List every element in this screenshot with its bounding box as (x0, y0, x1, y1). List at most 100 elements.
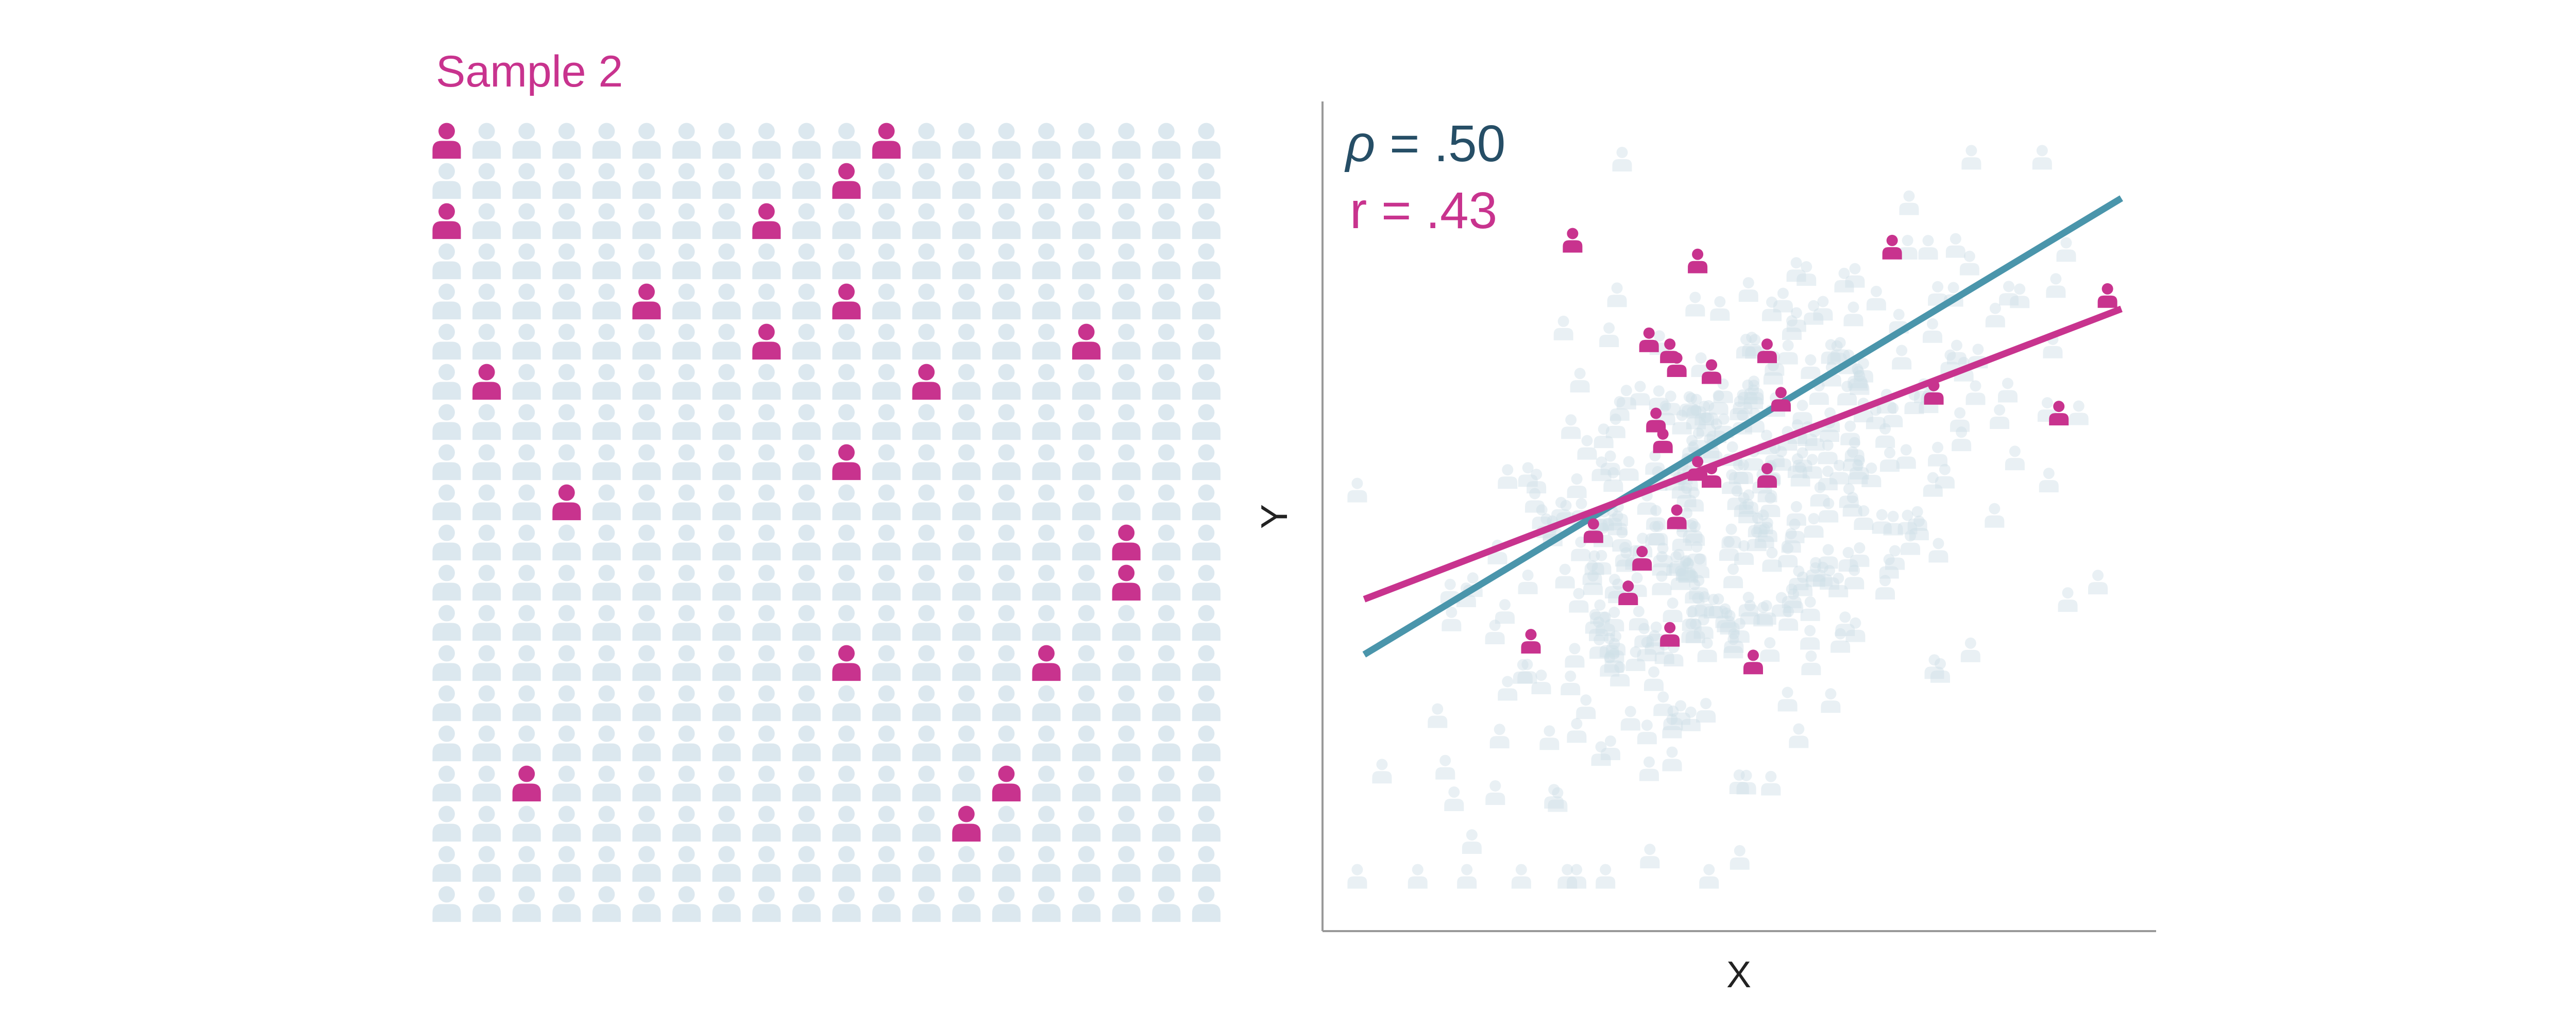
population-point-icon (1710, 296, 1730, 321)
population-person-icon (712, 404, 741, 440)
population-person-icon (592, 404, 621, 440)
population-person-icon (792, 323, 821, 360)
population-person-icon (632, 323, 661, 360)
population-person-icon (472, 484, 501, 521)
population-person-icon (992, 605, 1021, 641)
population-person-icon (752, 484, 781, 521)
population-person-icon (792, 886, 821, 922)
population-person-icon (792, 283, 821, 320)
population-person-icon (1192, 765, 1221, 802)
population-person-icon (1032, 725, 1061, 762)
population-person-icon (632, 444, 661, 480)
population-point-icon (1965, 380, 1986, 405)
population-person-icon (592, 123, 621, 159)
population-point-icon (1644, 666, 1664, 691)
population-person-icon (792, 404, 821, 440)
population-person-icon (592, 364, 621, 400)
population-point-icon (1498, 464, 1518, 489)
population-person-icon (1112, 404, 1141, 440)
population-person-icon (752, 564, 781, 601)
population-point-icon (1457, 864, 1477, 889)
population-person-icon (472, 283, 501, 320)
population-person-icon (1032, 846, 1061, 882)
population-person-icon (1032, 203, 1061, 239)
population-person-icon (552, 765, 581, 802)
population-person-icon (512, 163, 541, 199)
population-person-icon (672, 846, 701, 882)
population-person-icon (1192, 123, 1221, 159)
sampled-person-icon (512, 765, 541, 802)
population-person-icon (592, 283, 621, 320)
population-person-icon (1072, 524, 1101, 561)
population-person-icon (832, 243, 861, 280)
population-person-icon (472, 243, 501, 280)
population-person-icon (912, 283, 941, 320)
population-person-icon (552, 564, 581, 601)
population-person-icon (872, 203, 901, 239)
population-point-icon (1435, 754, 1455, 780)
population-person-icon (712, 444, 741, 480)
population-person-icon (912, 323, 941, 360)
population-person-icon (832, 564, 861, 601)
population-person-icon (552, 283, 581, 320)
population-person-icon (432, 484, 461, 521)
population-person-icon (472, 123, 501, 159)
population-person-icon (1032, 805, 1061, 842)
population-person-icon (1152, 645, 1181, 681)
population-person-icon (992, 846, 1021, 882)
population-person-icon (912, 765, 941, 802)
population-person-icon (912, 203, 941, 239)
population-person-icon (1032, 283, 1061, 320)
population-person-icon (672, 765, 701, 802)
population-person-icon (952, 203, 981, 239)
sampled-person-icon (632, 283, 661, 320)
population-person-icon (832, 364, 861, 400)
population-person-icon (552, 243, 581, 280)
population-person-icon (1152, 163, 1181, 199)
population-person-icon (632, 564, 661, 601)
population-point-icon (1596, 864, 1616, 889)
population-person-icon (832, 484, 861, 521)
population-point-icon (2056, 237, 2076, 262)
population-person-icon (472, 404, 501, 440)
population-person-icon (592, 564, 621, 601)
population-person-icon (432, 283, 461, 320)
population-point-icon (2058, 587, 2078, 612)
population-person-icon (1032, 685, 1061, 722)
population-regression-line (1362, 195, 2123, 658)
sampled-person-icon (1112, 524, 1141, 561)
population-point-icon (1778, 339, 1798, 365)
population-person-icon (992, 364, 1021, 400)
population-person-icon (712, 685, 741, 722)
population-person-icon (832, 685, 861, 722)
population-person-icon (432, 846, 461, 882)
population-person-icon (712, 645, 741, 681)
population-person-icon (592, 685, 621, 722)
sample-point-icon (1563, 228, 1583, 253)
population-person-icon (992, 243, 1021, 280)
population-person-icon (1032, 484, 1061, 521)
population-person-icon (512, 243, 541, 280)
population-point-icon (1843, 301, 1863, 327)
population-person-icon (1072, 685, 1101, 722)
population-person-icon (792, 645, 821, 681)
population-person-icon (992, 524, 1021, 561)
population-person-icon (1192, 645, 1221, 681)
rho-value: = .50 (1375, 115, 1505, 173)
population-person-icon (1112, 645, 1141, 681)
population-person-icon (752, 163, 781, 199)
population-person-icon (872, 323, 901, 360)
population-point-icon (1761, 770, 1781, 796)
population-person-icon (712, 364, 741, 400)
population-person-icon (1112, 323, 1141, 360)
population-person-icon (1152, 605, 1181, 641)
population-person-icon (1072, 163, 1101, 199)
population-person-icon (912, 725, 941, 762)
population-person-icon (992, 163, 1021, 199)
population-person-icon (712, 605, 741, 641)
population-person-icon (1192, 323, 1221, 360)
population-person-icon (1192, 444, 1221, 480)
population-person-icon (512, 203, 541, 239)
sample-point-icon (1660, 622, 1680, 647)
population-point-icon (1555, 563, 1575, 589)
